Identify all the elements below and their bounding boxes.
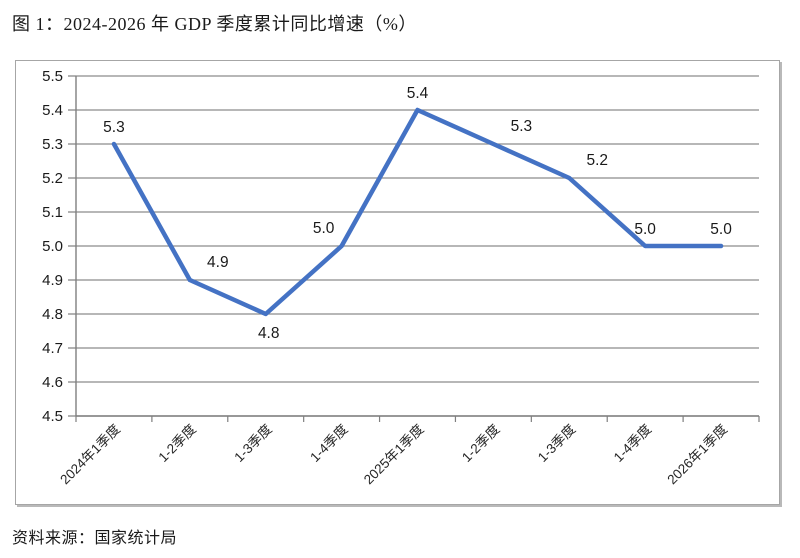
gdp-series-line <box>111 107 724 317</box>
data-label: 5.0 <box>634 221 656 238</box>
data-label: 4.9 <box>207 254 229 271</box>
svg-text:5.0: 5.0 <box>42 238 63 255</box>
x-axis-label: 1-2季度 <box>459 422 502 465</box>
x-axis-label: 1-4季度 <box>307 422 350 465</box>
svg-text:5.5: 5.5 <box>42 68 63 85</box>
x-axis-label: 1-3季度 <box>231 422 274 465</box>
svg-text:4.8: 4.8 <box>42 306 63 323</box>
svg-text:5.2: 5.2 <box>42 170 63 187</box>
chart-area: 5.5 5.4 5.3 5.2 5.1 5.0 4.9 4.8 4.7 4.6 4.5 2024年1季… <box>15 60 780 505</box>
x-axis-label: 1-2季度 <box>155 422 198 465</box>
data-label: 5.4 <box>407 85 429 102</box>
svg-text:4.7: 4.7 <box>42 340 63 357</box>
svg-text:5.1: 5.1 <box>42 204 63 221</box>
data-label: 5.0 <box>313 220 335 237</box>
svg-text:4.9: 4.9 <box>42 272 63 289</box>
svg-text:5.4: 5.4 <box>42 102 63 119</box>
data-label: 5.3 <box>511 118 533 135</box>
figure-title: 图 1：2024-2026 年 GDP 季度累计同比增速（%） <box>12 14 417 34</box>
svg-text:4.6: 4.6 <box>42 374 63 391</box>
data-label: 5.3 <box>103 119 125 136</box>
data-label: 5.0 <box>710 221 732 238</box>
svg-text:5.3: 5.3 <box>42 136 63 153</box>
x-axis-label: 2024年1季度 <box>57 422 123 488</box>
data-label: 5.2 <box>586 152 608 169</box>
x-axis-label: 2025年1季度 <box>361 422 427 488</box>
svg-text:4.5: 4.5 <box>42 408 63 425</box>
gdp-line-chart: 5.5 5.4 5.3 5.2 5.1 5.0 4.9 4.8 4.7 4.6 4.52024年1季… <box>42 68 760 488</box>
data-label: 4.8 <box>258 325 280 342</box>
source-note: 资料来源：国家统计局 <box>12 530 178 547</box>
x-axis-label: 1-4季度 <box>611 422 654 465</box>
x-axis-label: 2026年1季度 <box>664 422 730 488</box>
x-axis-label: 1-3季度 <box>535 422 578 465</box>
